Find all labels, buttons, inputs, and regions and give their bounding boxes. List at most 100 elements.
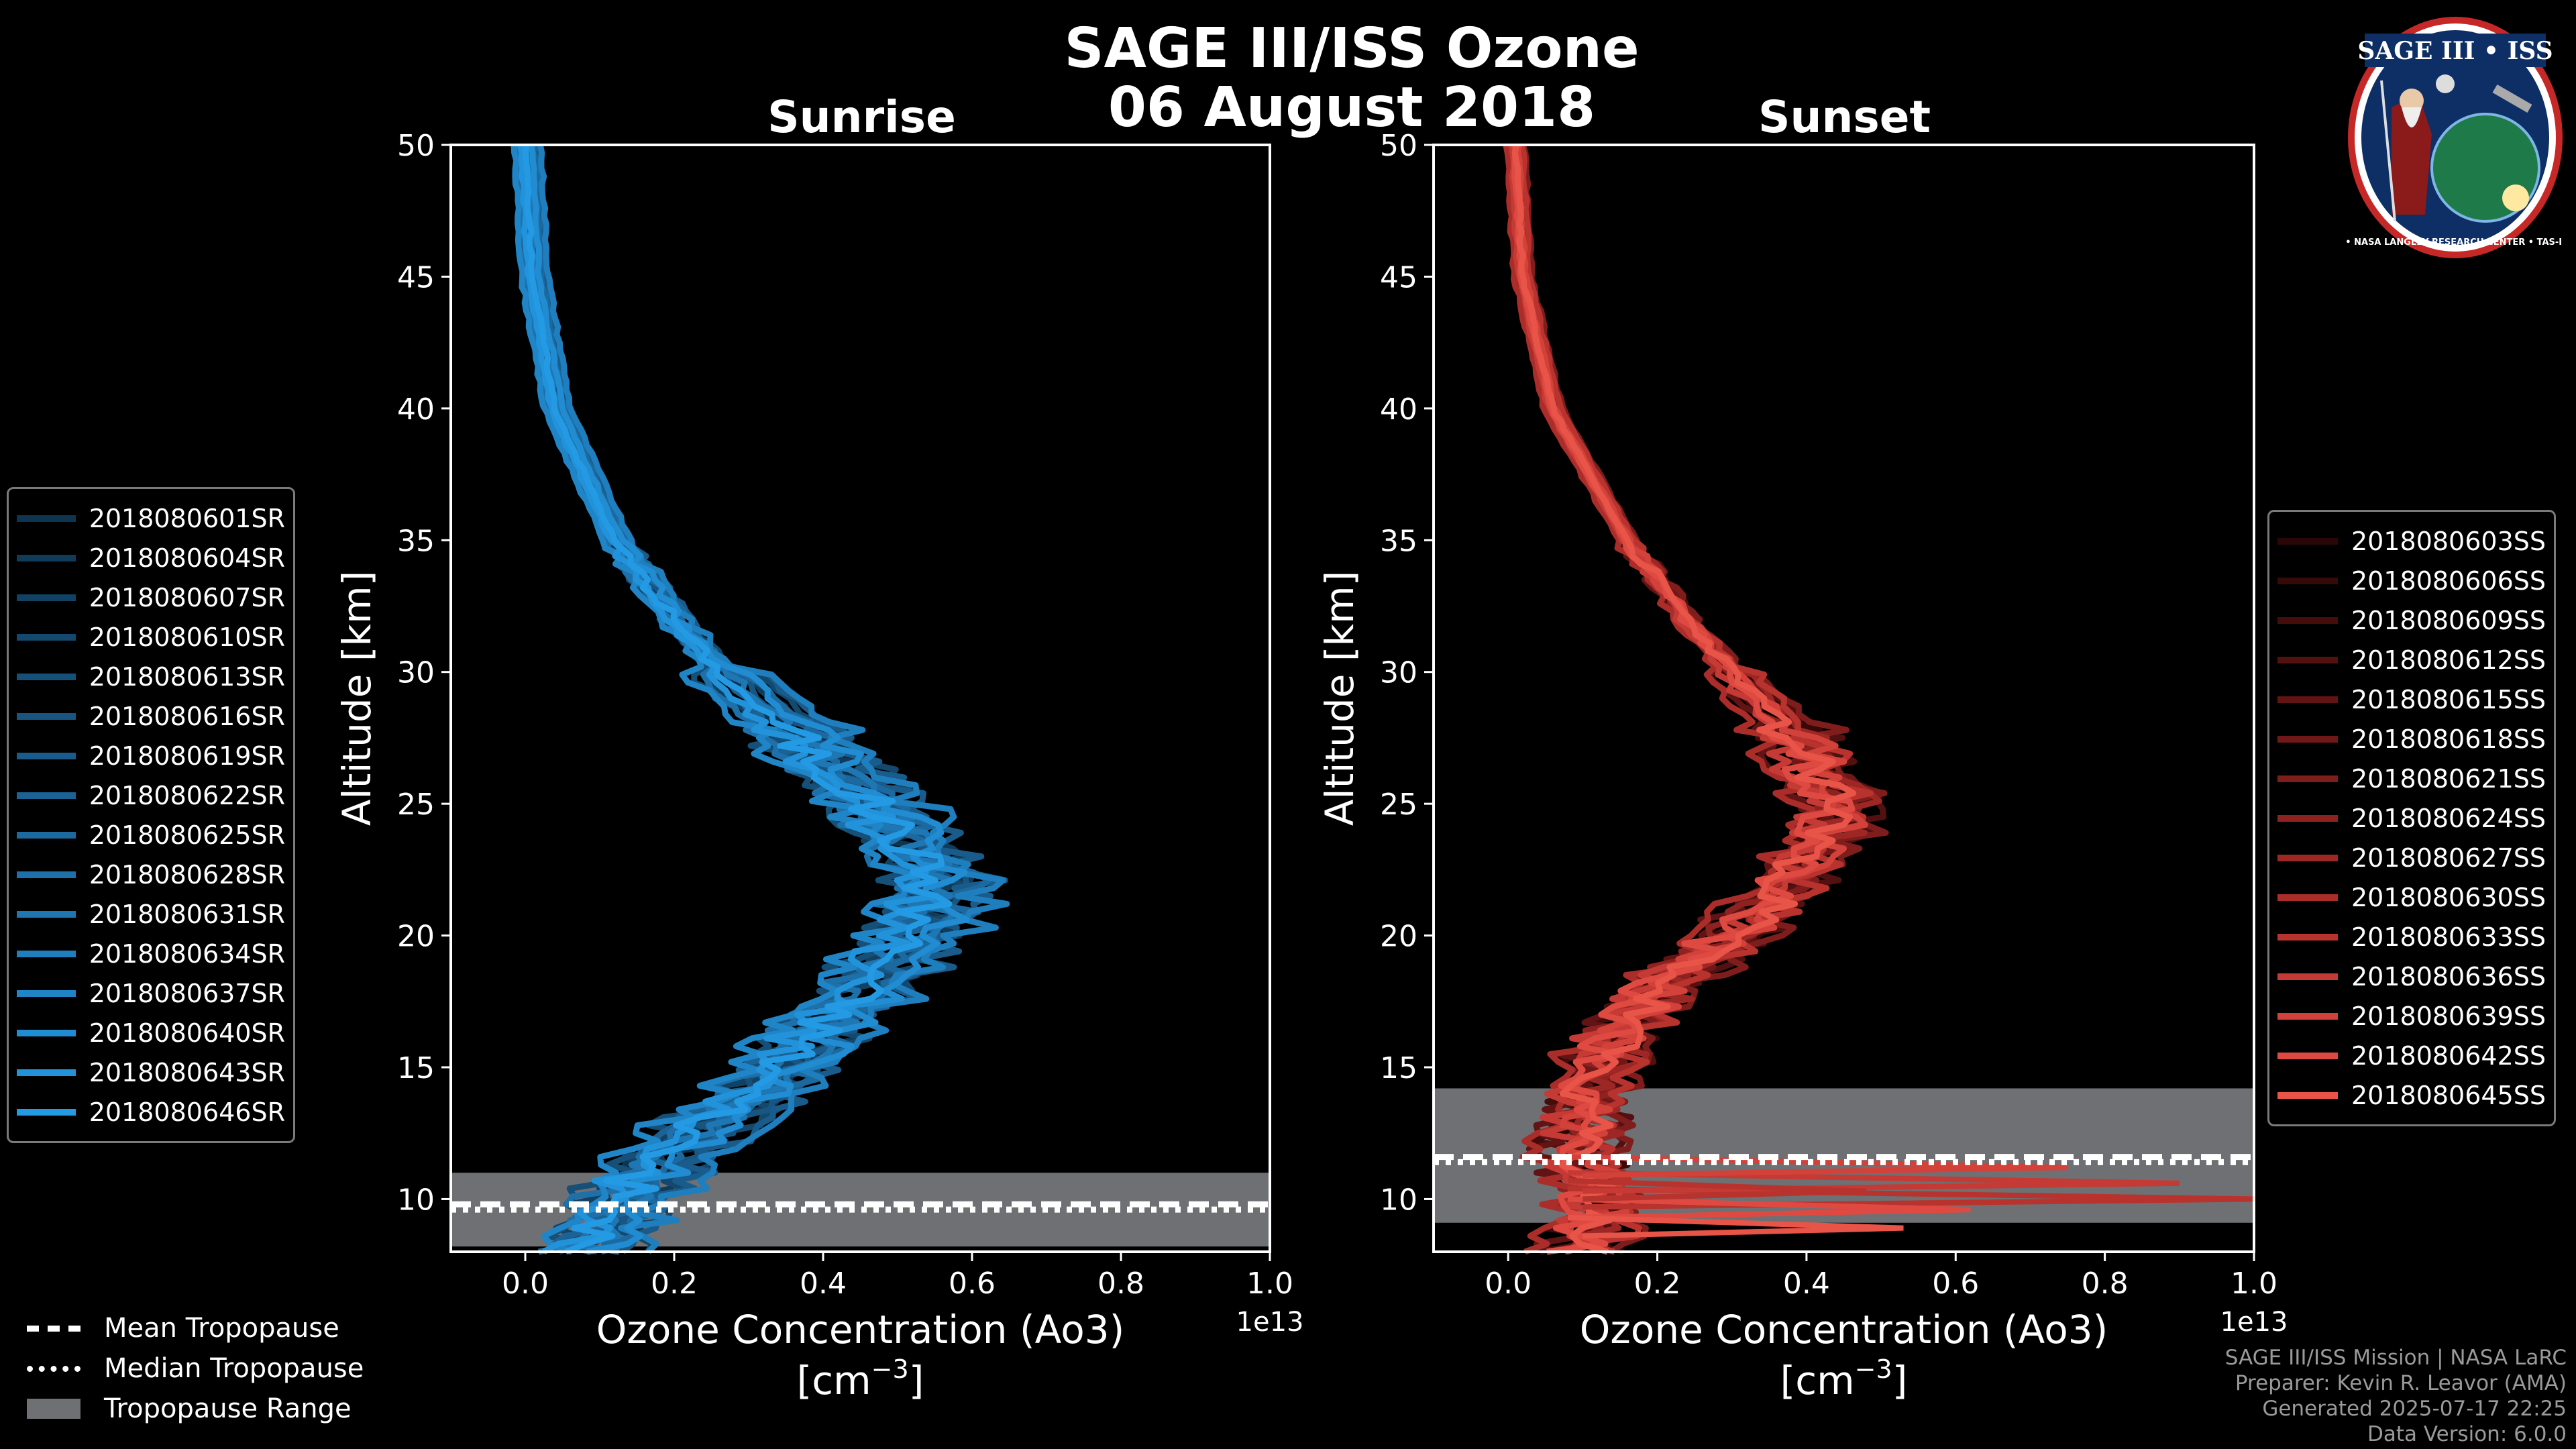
- legend-label: 2018080630SS: [2351, 882, 2546, 912]
- legend-label: 2018080628SR: [89, 859, 285, 890]
- legend-entry: 2018080615SS: [2277, 680, 2546, 719]
- sunset-plot: 0.0 0.2 0.4 0.6 0.8 1.0 10 15 20 25 30 35 40 45 50 1e13…: [1317, 129, 2288, 1403]
- svg-text:BALL • NASA LANGLEY RESEARCH C: BALL • NASA LANGLEY RESEARCH CENTER • TA…: [2345, 237, 2566, 248]
- x-tick-label: 0.8: [1097, 1267, 1144, 1301]
- profile-line: [1518, 144, 1874, 1255]
- svg-text:SAGE III • ISS: SAGE III • ISS: [2357, 37, 2553, 65]
- legend-entry: 2018080642SS: [2277, 1036, 2546, 1075]
- legend-entry: 2018080627SS: [2277, 838, 2546, 877]
- y-tick-label: 50: [1380, 129, 1417, 163]
- legend-entry: 2018080622SR: [17, 775, 285, 815]
- legend-label: 2018080633SS: [2351, 922, 2546, 952]
- legend-entry: 2018080633SS: [2277, 917, 2546, 957]
- legend-entry: 2018080625SR: [17, 815, 285, 855]
- x-tick-label: 0.6: [949, 1267, 996, 1301]
- sunset-legend: 2018080603SS 2018080606SS 2018080609SS 2018…: [2267, 510, 2556, 1126]
- legend-entry: 2018080604SR: [17, 538, 285, 578]
- legend-entry: 2018080646SR: [17, 1092, 285, 1132]
- legend-swatch: [2277, 656, 2338, 663]
- y-tick-label: 10: [1380, 1183, 1417, 1217]
- y-tick-label: 25: [397, 788, 435, 822]
- legend-swatch: [2277, 1012, 2338, 1020]
- legend-label: 2018080603SS: [2351, 526, 2546, 556]
- legend-entry: 2018080609SS: [2277, 600, 2546, 640]
- sunrise-panel-title: Sunrise: [767, 91, 956, 143]
- legend-swatch: [2277, 814, 2338, 822]
- legend-label: 2018080643SR: [89, 1057, 285, 1087]
- legend-entry: 2018080624SS: [2277, 798, 2546, 838]
- credit-line: Data Version: 6.0.0: [2367, 1422, 2567, 1446]
- sunrise-legend: 2018080601SR 2018080604SR 2018080607SR 2018…: [7, 487, 295, 1143]
- legend-entry: 2018080645SS: [2277, 1075, 2546, 1115]
- legend-entry: 2018080631SR: [17, 894, 285, 934]
- x-tick-label: 0.0: [502, 1267, 549, 1301]
- legend-swatch: [2277, 696, 2338, 703]
- legend-swatch: [17, 633, 76, 641]
- profile-spike: [1567, 1177, 1866, 1202]
- legend-entry: 2018080607SR: [17, 578, 285, 617]
- y-tick-label: 30: [397, 656, 435, 690]
- x-tick-label: 0.2: [1634, 1267, 1681, 1301]
- legend-swatch: [2277, 577, 2338, 584]
- legend-swatch: [2277, 854, 2338, 861]
- legend-entry: 2018080637SR: [17, 973, 285, 1013]
- legend-entry: 2018080630SS: [2277, 877, 2546, 917]
- mean-tropopause-label: Mean Tropopause: [104, 1313, 339, 1344]
- profile-line: [523, 144, 953, 1255]
- legend-entry: 2018080603SS: [2277, 521, 2546, 561]
- profile-line: [517, 144, 940, 1254]
- legend-label: 2018080639SS: [2351, 1001, 2546, 1031]
- profile-line: [537, 144, 1010, 1254]
- x-multiplier: 1e13: [1236, 1307, 1304, 1338]
- legend-swatch: [17, 950, 76, 957]
- legend-swatch: [2277, 1091, 2338, 1099]
- legend-entry: 2018080613SR: [17, 657, 285, 696]
- legend-entry: 2018080639SS: [2277, 996, 2546, 1036]
- x-tick-label: 0.4: [800, 1267, 847, 1301]
- legend-label: 2018080637SR: [89, 978, 285, 1008]
- legend-label: 2018080610SR: [89, 622, 285, 652]
- legend-swatch: [17, 1108, 76, 1116]
- legend-label: 2018080642SS: [2351, 1040, 2546, 1071]
- legend-label: 2018080618SS: [2351, 724, 2546, 754]
- legend-swatch: [17, 1069, 76, 1076]
- legend-entry: 2018080628SR: [17, 855, 285, 894]
- plot-frame: [1432, 144, 2255, 1253]
- y-tick-label: 35: [397, 524, 435, 558]
- legend-label: 2018080604SR: [89, 543, 285, 573]
- legend-label: 2018080622SR: [89, 780, 285, 810]
- median-tropopause-entry: Median Tropopause: [27, 1348, 364, 1389]
- legend-entry: 2018080640SR: [17, 1013, 285, 1053]
- sunset-panel-title: Sunset: [1758, 91, 1931, 143]
- legend-swatch: [17, 515, 76, 522]
- tropopause-range-label: Tropopause Range: [104, 1393, 352, 1424]
- legend-label: 2018080645SS: [2351, 1080, 2546, 1110]
- legend-label: 2018080606SS: [2351, 566, 2546, 596]
- credit-line: SAGE III/ISS Mission | NASA LaRC: [2224, 1346, 2567, 1370]
- tropopause-legend: Mean Tropopause Median Tropopause Tropop…: [27, 1308, 364, 1429]
- legend-swatch: [2277, 616, 2338, 624]
- legend-swatch: [17, 831, 76, 839]
- legend-swatch: [17, 1029, 76, 1036]
- legend-swatch: [2277, 973, 2338, 980]
- legend-label: 2018080613SR: [89, 661, 285, 692]
- legend-label: 2018080646SR: [89, 1097, 285, 1127]
- x-tick-label: 0.4: [1783, 1267, 1830, 1301]
- mean-tropopause-entry: Mean Tropopause: [27, 1308, 364, 1348]
- legend-entry: 2018080634SR: [17, 934, 285, 973]
- plot-frame: [449, 144, 1271, 1253]
- y-tick-label: 45: [397, 260, 435, 294]
- legend-swatch: [2277, 933, 2338, 941]
- legend-label: 2018080607SR: [89, 582, 285, 612]
- legend-swatch: [17, 792, 76, 799]
- legend-label: 2018080625SR: [89, 820, 285, 850]
- x-axis-label: Ozone Concentration (Ao3): [596, 1307, 1125, 1352]
- legend-swatch: [17, 989, 76, 997]
- legend-label: 2018080615SS: [2351, 684, 2546, 714]
- credit-line: Generated 2025-07-17 22:25: [2262, 1397, 2567, 1421]
- y-tick-label: 45: [1380, 260, 1417, 294]
- legend-label: 2018080636SS: [2351, 961, 2546, 991]
- x-tick-label: 1.0: [1246, 1267, 1293, 1301]
- profile-spike: [1568, 1154, 2068, 1179]
